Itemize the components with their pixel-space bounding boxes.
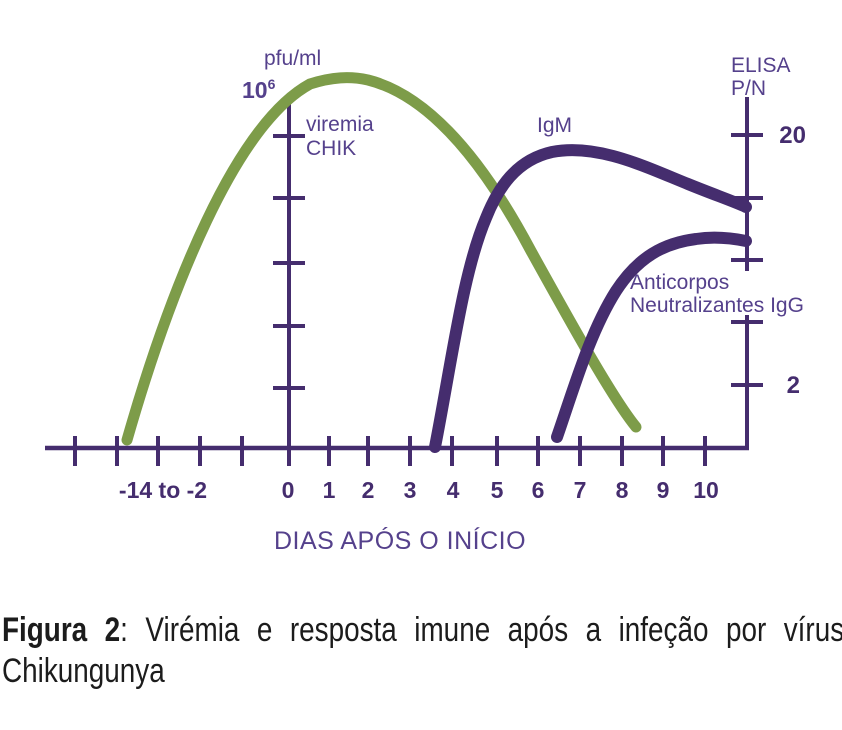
right-axis-ticks [731,133,763,387]
x-tick-label-0: 0 [282,477,295,503]
x-tick-label-3: 3 [404,477,417,503]
left-axis-unit-label: pfu/ml [264,47,321,70]
left-axis-scale-label: 106 [242,76,276,103]
viremia-curve [121,72,642,446]
viremia-label-line2: CHIK [306,137,356,160]
chart-svg: pfu/ml 106 viremia CHIK IgM ELISA P/N 20… [45,47,806,555]
x-tick-label-8: 8 [616,477,629,503]
x-axis-ticks [73,436,707,466]
igg-curve [551,231,752,443]
viremia-label-line1: viremia [306,113,374,136]
left-axis-ticks [273,134,305,390]
x-axis-title: DIAS APÓS O INÍCIO [274,526,526,555]
x-tick-label-10: 10 [693,477,719,503]
figure-caption: Figura 2: Virémia e resposta imune após … [2,610,842,693]
igm-curve [429,144,752,453]
x-tick-label-4: 4 [447,477,460,503]
x-tick-label-2: 2 [362,477,375,503]
igm-label: IgM [537,114,572,137]
right-axis-tick-2: 2 [787,372,800,399]
right-axis-name-line1: ELISA [731,54,791,77]
x-tick-label-1: 1 [323,477,336,503]
right-axis-name-line2: P/N [731,77,766,100]
x-tick-label-6: 6 [532,477,545,503]
igg-label-line2: Neutralizantes IgG [630,294,804,317]
x-tick-label-9: 9 [657,477,670,503]
x-tick-label-pre-onset: -14 to -2 [119,477,207,503]
figure-caption-text: : Virémia e resposta imune após a infeçã… [2,611,842,691]
scale-base: 10 [242,77,268,103]
right-axis-tick-20: 20 [779,122,806,149]
figure-2-chart: pfu/ml 106 viremia CHIK IgM ELISA P/N 20… [45,47,806,555]
figure-caption-number: Figura 2 [2,611,121,649]
x-tick-label-7: 7 [574,477,587,503]
igg-label-line1: Anticorpos [630,271,729,294]
scale-exponent: 6 [268,76,276,92]
x-tick-label-5: 5 [491,477,504,503]
